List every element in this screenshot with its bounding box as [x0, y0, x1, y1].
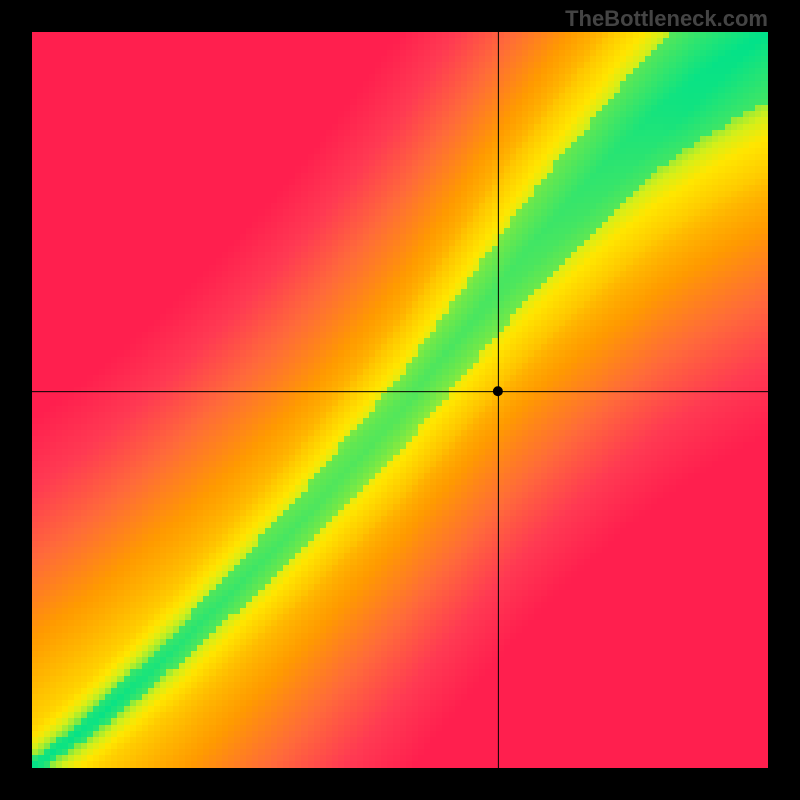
crosshair-overlay [0, 0, 800, 800]
chart-container: { "type": "heatmap", "watermark": { "tex… [0, 0, 800, 800]
